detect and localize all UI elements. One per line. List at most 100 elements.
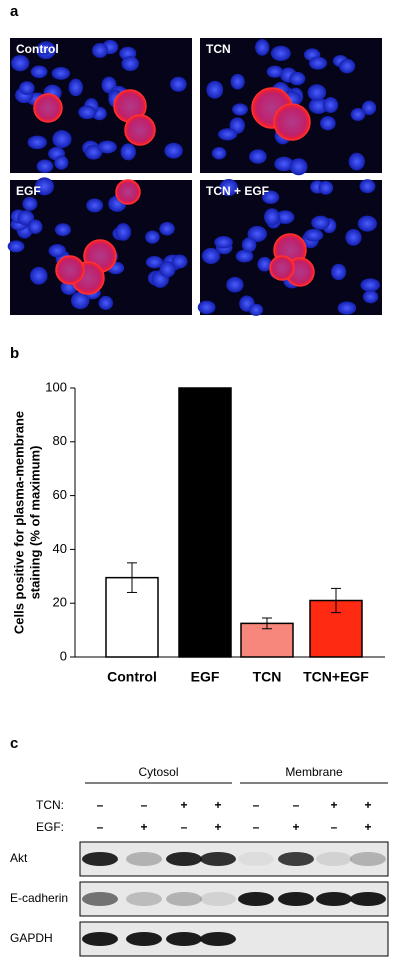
y-tick-label: 0	[60, 648, 67, 663]
nucleus	[348, 152, 365, 171]
nucleus	[97, 140, 117, 154]
band	[316, 852, 352, 866]
nucleus	[232, 103, 248, 116]
nucleus	[235, 249, 254, 263]
band	[200, 932, 236, 946]
x-tick-label: Control	[107, 669, 157, 685]
nucleus	[218, 128, 238, 141]
nucleus	[241, 237, 257, 253]
error-bar	[331, 587, 341, 614]
nucleus	[52, 130, 72, 148]
treatment-sign: +	[364, 798, 371, 812]
stained-cell	[269, 255, 295, 281]
treatment-sign: +	[292, 820, 299, 834]
nucleus	[27, 219, 43, 234]
nucleus	[11, 55, 30, 72]
nucleus	[249, 303, 264, 316]
nucleus	[339, 58, 356, 74]
nucleus	[266, 65, 284, 78]
image-label: EGF	[16, 184, 41, 198]
band	[278, 892, 314, 906]
nucleus	[247, 225, 267, 242]
nucleus	[115, 223, 132, 241]
y-axis-label: staining (% of maximum)	[27, 446, 42, 600]
nucleus	[54, 155, 69, 170]
nucleus	[320, 116, 336, 131]
y-tick-label: 80	[53, 433, 67, 448]
nucleus	[214, 236, 233, 249]
treatment-sign: +	[214, 798, 221, 812]
nucleus	[37, 42, 52, 55]
nucleus	[308, 97, 329, 114]
nucleus	[362, 290, 379, 304]
error-bar	[127, 562, 137, 593]
panel-label: a	[10, 3, 19, 20]
nucleus	[84, 144, 103, 160]
micrograph: TCN	[200, 38, 382, 176]
band	[278, 852, 314, 866]
nucleus	[357, 215, 378, 232]
panel-label: b	[10, 345, 19, 362]
nucleus	[331, 263, 347, 281]
band	[316, 892, 352, 906]
nucleus	[98, 295, 114, 311]
nucleus	[159, 221, 175, 236]
band	[166, 852, 202, 866]
micrographs: Control TCN EGF TCN + EGF	[7, 38, 382, 316]
band	[200, 852, 236, 866]
band	[166, 932, 202, 946]
treatment-sign: +	[214, 820, 221, 834]
band	[238, 852, 274, 866]
nucleus	[337, 301, 357, 315]
nucleus	[22, 196, 38, 211]
nucleus	[322, 97, 339, 113]
nucleus	[197, 300, 216, 315]
treatment-label: EGF:	[36, 820, 64, 834]
nucleus	[219, 178, 238, 197]
band	[126, 892, 162, 906]
stained-cell	[273, 103, 311, 141]
fraction-label: Membrane	[285, 765, 343, 779]
nucleus	[257, 256, 272, 272]
blot-box	[79, 841, 389, 877]
nucleus	[264, 208, 280, 226]
nucleus	[307, 84, 327, 101]
micrograph: TCN + EGF	[197, 178, 382, 316]
treatment-sign: +	[140, 820, 147, 834]
nucleus	[68, 78, 84, 97]
nucleus	[249, 149, 267, 164]
nucleus	[360, 278, 381, 292]
nucleus	[19, 81, 35, 95]
bar	[105, 576, 159, 658]
nucleus	[86, 198, 104, 213]
nucleus	[304, 228, 324, 242]
x-tick-label: TCN	[253, 669, 282, 685]
nucleus	[289, 71, 306, 86]
y-tick-label: 40	[53, 541, 67, 556]
nucleus	[51, 66, 71, 80]
nucleus	[211, 147, 227, 160]
nucleus	[318, 180, 334, 195]
stained-cell	[115, 179, 141, 205]
nucleus	[34, 177, 54, 196]
band	[350, 852, 386, 866]
micrograph: Control	[10, 38, 192, 173]
band	[126, 852, 162, 866]
nucleus	[159, 261, 176, 278]
nucleus	[7, 240, 25, 253]
band	[82, 852, 118, 866]
treatment-sign: –	[97, 820, 104, 834]
nucleus	[255, 39, 270, 56]
nucleus	[36, 159, 54, 173]
y-axis-label: Cells positive for plasma-membrane	[11, 411, 26, 634]
stained-cell	[55, 255, 85, 285]
nucleus	[171, 254, 188, 269]
bar-chart: 0 20 40 60 80 100 Cells positive for plasma-me…	[11, 379, 385, 685]
bar	[178, 387, 232, 658]
treatment-sign: –	[97, 798, 104, 812]
y-tick-label: 20	[53, 595, 67, 610]
nucleus	[308, 56, 328, 70]
nucleus	[289, 158, 308, 176]
treatment-sign: –	[253, 798, 260, 812]
treatment-sign: –	[253, 820, 260, 834]
